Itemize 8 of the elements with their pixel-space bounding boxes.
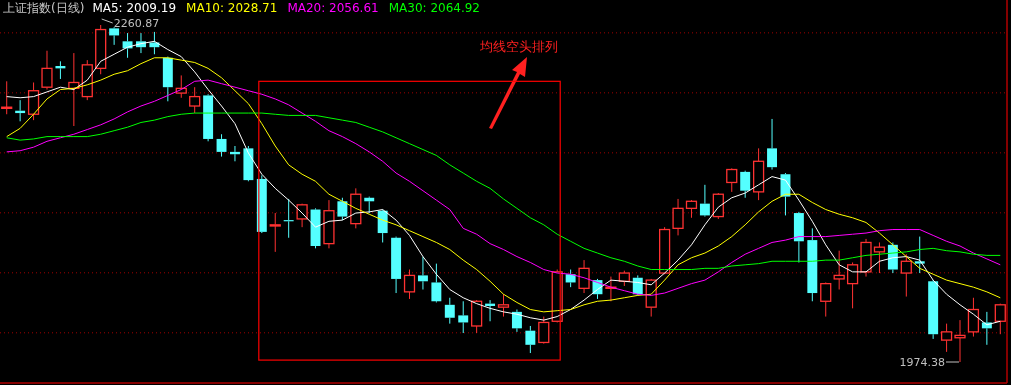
- annotation: 2260.87: [113, 17, 160, 30]
- legend: MA20: 2056.61: [287, 1, 379, 15]
- legend: MA30: 2064.92: [388, 1, 480, 15]
- legend: MA5: 2009.19: [92, 1, 177, 15]
- chart-title: 上证指数(日线): [3, 1, 85, 15]
- annotation: 1974.38: [899, 356, 946, 369]
- legend: MA10: 2028.71: [186, 1, 278, 15]
- annotation: 均线空头排列: [479, 39, 558, 54]
